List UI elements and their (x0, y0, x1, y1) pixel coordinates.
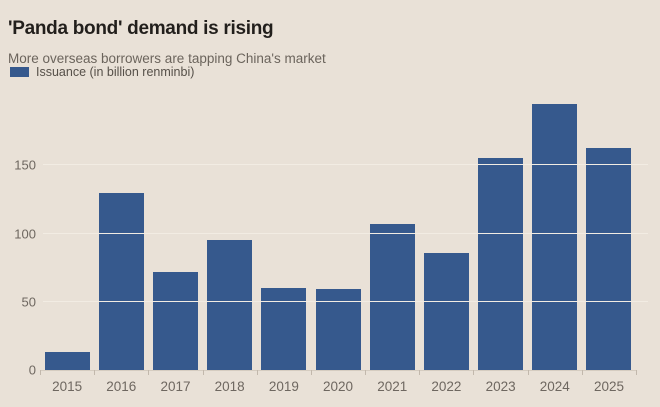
bar-slot-2016 (94, 97, 148, 370)
axis-tick-mark (419, 370, 421, 375)
legend: Issuance (in billion renminbi) (10, 65, 194, 79)
bar-slot-2019 (257, 97, 311, 370)
x-tick-label-2024: 2024 (539, 379, 570, 394)
gridline-50 (43, 300, 648, 302)
x-tick-label-2016: 2016 (106, 379, 137, 394)
bar-2019 (261, 288, 307, 370)
bar-2023 (478, 158, 524, 370)
bar-2016 (98, 192, 144, 370)
axis-tick-mark (40, 370, 41, 375)
x-tick-label-2022: 2022 (431, 379, 462, 394)
y-tick-label-50: 50 (21, 294, 36, 310)
x-tick-label-2015: 2015 (52, 379, 83, 394)
axis-tick-mark (636, 370, 637, 375)
x-tick-label-2019: 2019 (268, 379, 299, 394)
bar-2017 (152, 271, 198, 370)
axis-tick-mark (202, 370, 204, 375)
bar-2021 (369, 223, 415, 370)
bar-slot-2021 (365, 97, 419, 370)
bar-slot-2024 (528, 97, 582, 370)
x-tick-label-2025: 2025 (593, 379, 624, 394)
bar-slot-2025 (582, 97, 636, 370)
gridline-100 (43, 232, 648, 234)
x-axis-labels: 2015 2016 2017 2018 2019 2020 2021 2022 2023 2024… (40, 379, 636, 394)
bar-2022 (423, 252, 469, 370)
x-tick-label-2023: 2023 (485, 379, 516, 394)
bar-slot-2023 (474, 97, 528, 370)
bar-2018 (207, 240, 253, 370)
x-tick-label-2020: 2020 (323, 379, 354, 394)
legend-swatch-icon (10, 67, 29, 77)
bars-container (40, 97, 636, 370)
axis-tick-mark (581, 370, 583, 375)
bar-2024 (532, 103, 578, 370)
bar-2025 (586, 147, 632, 370)
x-tick-label-2018: 2018 (214, 379, 245, 394)
plot-area (40, 97, 648, 370)
bar-slot-2022 (419, 97, 473, 370)
axis-tick-mark (473, 370, 475, 375)
y-axis: 0 50 100 150 (0, 97, 36, 377)
bar-slot-2015 (40, 97, 94, 370)
y-tick-label-100: 100 (14, 226, 36, 241)
axis-tick-mark (148, 370, 150, 375)
gridline-150 (43, 164, 648, 166)
bar-2020 (315, 289, 361, 370)
x-tick-label-2017: 2017 (160, 379, 191, 394)
axis-tick-mark (310, 370, 312, 375)
y-tick-label-150: 150 (14, 157, 36, 173)
axis-tick-mark (527, 370, 529, 375)
legend-label: Issuance (in billion renminbi) (36, 65, 195, 79)
x-tick-label-2021: 2021 (377, 379, 408, 394)
bar-slot-2017 (148, 97, 202, 370)
bar-2015 (44, 352, 90, 370)
bar-slot-2020 (311, 97, 365, 370)
chart-title: 'Panda bond' demand is rising (8, 17, 274, 39)
y-tick-label-0: 0 (28, 362, 36, 378)
x-axis-baseline (40, 370, 636, 371)
axis-tick-mark (256, 370, 258, 375)
axis-tick-mark (94, 370, 96, 375)
chart-subtitle: More overseas borrowers are tapping Chin… (8, 50, 326, 66)
bar-slot-2018 (203, 97, 257, 370)
axis-tick-mark (365, 370, 367, 375)
